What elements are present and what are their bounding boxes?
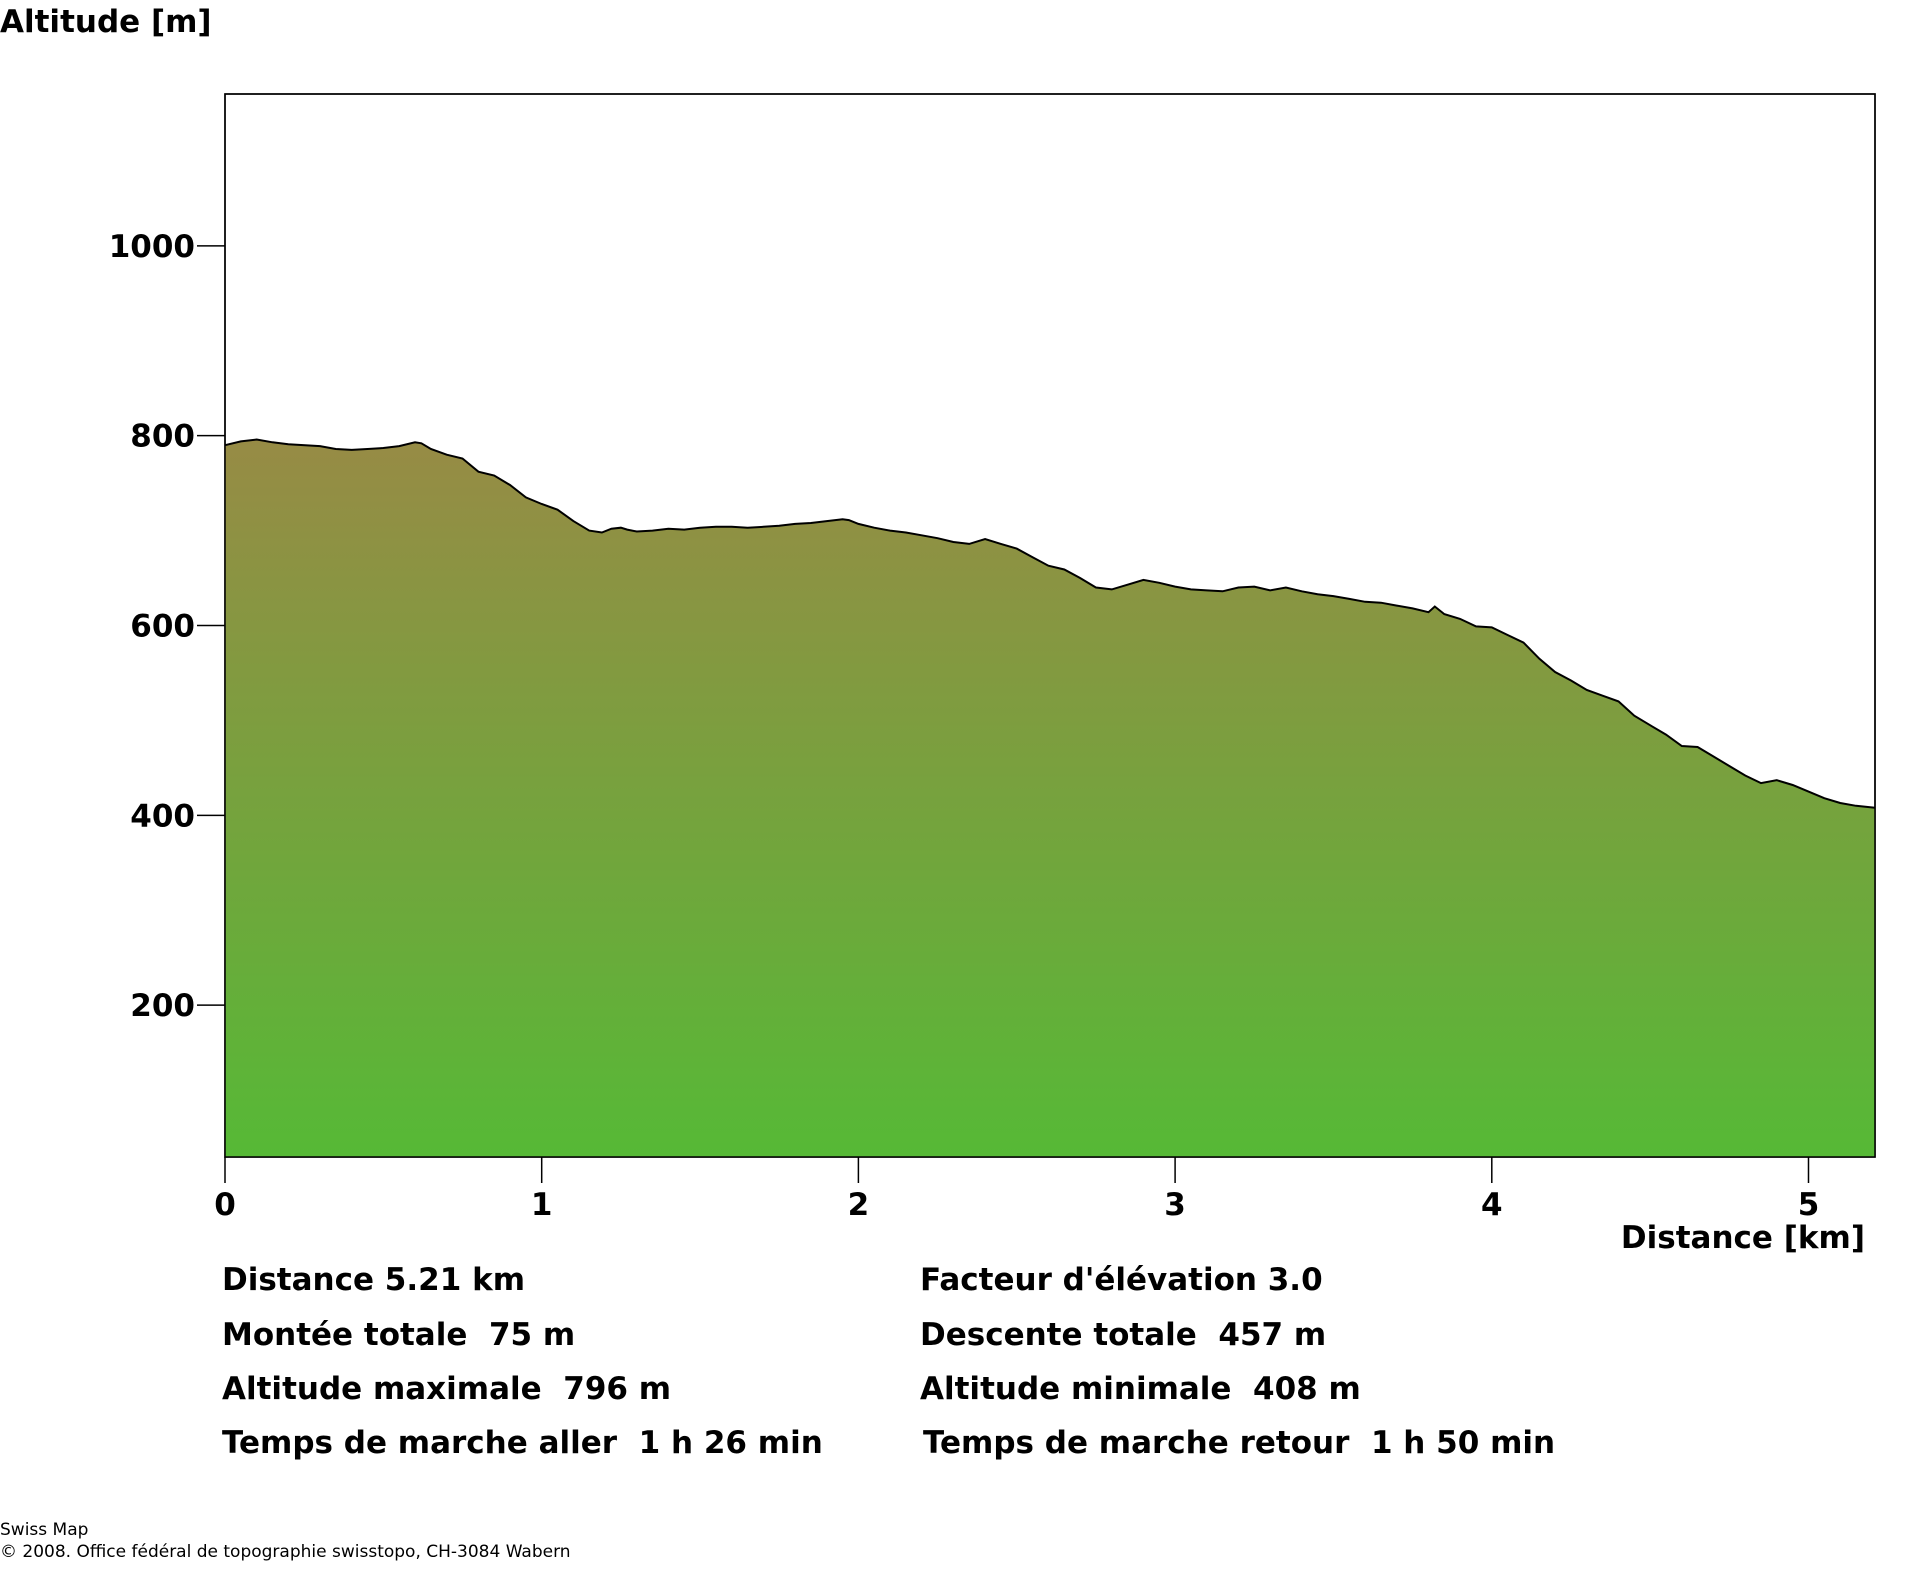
y-tick-label: 400	[130, 798, 195, 834]
stat-min-altitude: Altitude minimale 408 m	[920, 1371, 1361, 1407]
elevation-profile-chart: 200 400 600 800 1000 0 1 2 3 4 5	[109, 93, 1876, 1223]
x-tick-label: 1	[531, 1187, 553, 1223]
x-axis-title: Distance [km]	[1620, 1220, 1865, 1256]
y-tick-label: 1000	[109, 229, 195, 265]
elevation-line	[224, 438, 1876, 809]
credits-copyright: © 2008. Office fédéral de topographie sw…	[0, 1542, 571, 1562]
stat-distance: Distance 5.21 km	[222, 1262, 526, 1298]
credits-source: Swiss Map	[0, 1520, 89, 1540]
stat-total-ascent: Montée totale 75 m	[222, 1317, 576, 1353]
y-axis-title: Altitude [m]	[0, 4, 212, 40]
y-tick-label: 600	[130, 609, 195, 645]
stat-walk-time-out: Temps de marche aller 1 h 26 min	[222, 1425, 823, 1461]
x-tick-label: 2	[848, 1187, 870, 1223]
elevation-area	[225, 439, 1875, 1157]
route-statistics: Distance 5.21 km Facteur d'élévation 3.0…	[0, 1260, 1920, 1500]
stat-max-altitude: Altitude maximale 796 m	[222, 1371, 672, 1407]
stat-walk-time-back: Temps de marche retour 1 h 50 min	[923, 1425, 1556, 1461]
x-tick-label: 3	[1164, 1187, 1186, 1223]
x-tick-label: 4	[1481, 1187, 1503, 1223]
x-tick-label: 5	[1798, 1187, 1820, 1223]
stat-total-descent: Descente totale 457 m	[920, 1317, 1327, 1353]
y-tick-label: 200	[130, 988, 195, 1024]
stat-elevation-factor: Facteur d'élévation 3.0	[920, 1262, 1323, 1298]
x-tick-label: 0	[214, 1187, 236, 1223]
y-tick-label: 800	[130, 419, 195, 455]
map-credits: Swiss Map © 2008. Office fédéral de topo…	[0, 1519, 571, 1563]
